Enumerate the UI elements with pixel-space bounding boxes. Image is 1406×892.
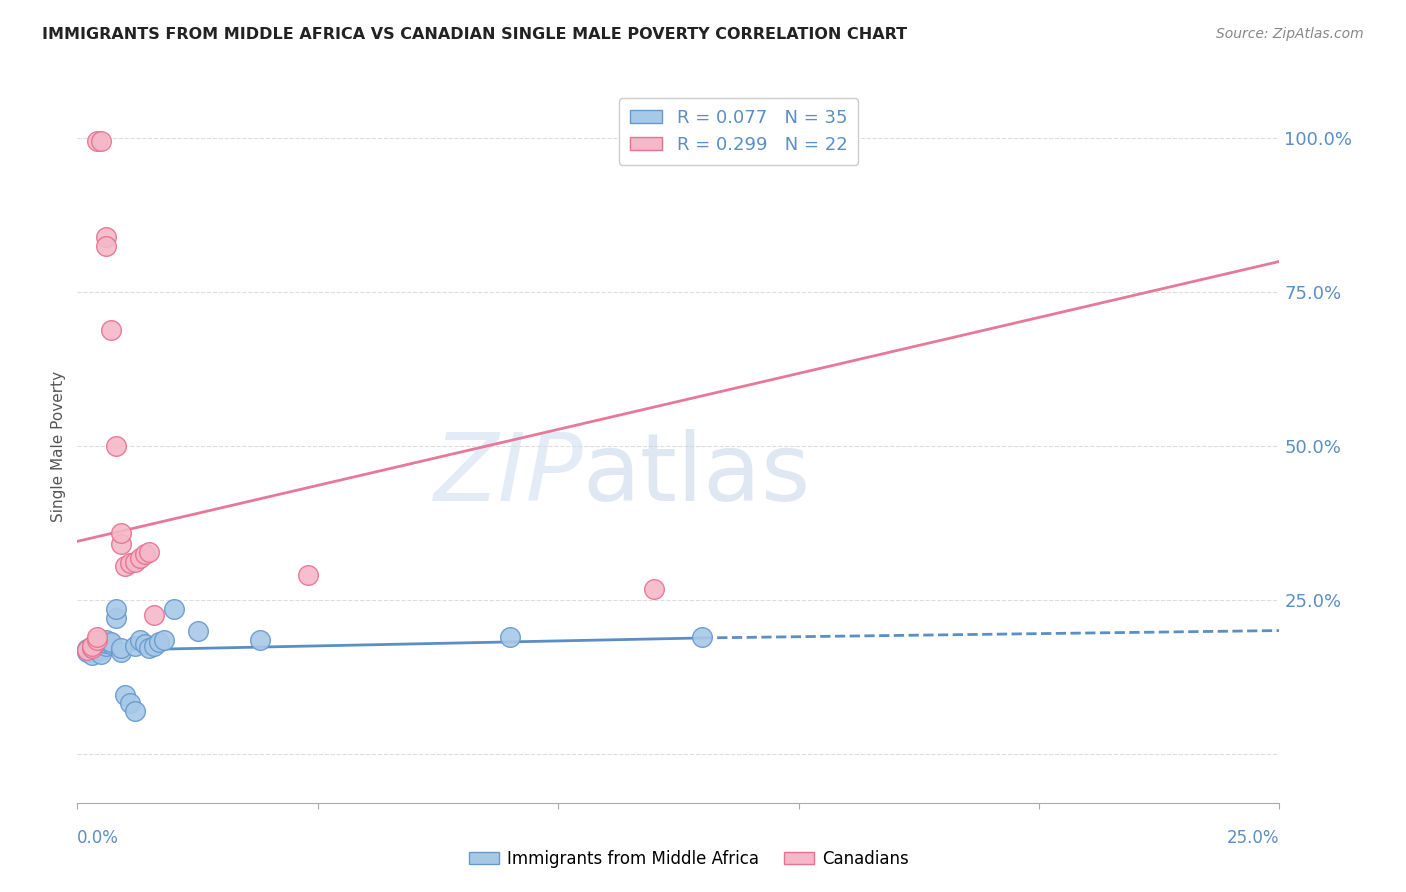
- Text: IMMIGRANTS FROM MIDDLE AFRICA VS CANADIAN SINGLE MALE POVERTY CORRELATION CHART: IMMIGRANTS FROM MIDDLE AFRICA VS CANADIA…: [42, 27, 907, 42]
- Point: [96, 230, 118, 244]
- Point: [80, 645, 103, 659]
- Point: [643, 582, 665, 596]
- Point: [128, 632, 150, 647]
- Point: [134, 637, 156, 651]
- Point: [138, 640, 160, 655]
- Point: [110, 526, 132, 541]
- Text: ZIP: ZIP: [433, 429, 582, 520]
- Point: [114, 688, 136, 702]
- Point: [76, 645, 98, 659]
- Text: 0.0%: 0.0%: [77, 829, 120, 847]
- Point: [90, 643, 112, 657]
- Point: [96, 239, 118, 253]
- Point: [148, 634, 170, 648]
- Point: [96, 632, 118, 647]
- Point: [100, 637, 122, 651]
- Point: [80, 640, 103, 655]
- Point: [86, 639, 108, 653]
- Point: [186, 624, 209, 638]
- Point: [96, 636, 118, 650]
- Point: [100, 323, 122, 337]
- Point: [86, 135, 108, 149]
- Y-axis label: Single Male Poverty: Single Male Poverty: [51, 370, 66, 522]
- Legend: Immigrants from Middle Africa, Canadians: Immigrants from Middle Africa, Canadians: [463, 844, 915, 875]
- Point: [162, 602, 184, 616]
- Point: [143, 608, 166, 623]
- Text: Source: ZipAtlas.com: Source: ZipAtlas.com: [1216, 27, 1364, 41]
- Point: [124, 555, 146, 569]
- Point: [128, 551, 150, 566]
- Legend: R = 0.077   N = 35, R = 0.299   N = 22: R = 0.077 N = 35, R = 0.299 N = 22: [619, 98, 858, 165]
- Point: [80, 648, 103, 662]
- Point: [90, 636, 112, 650]
- Point: [138, 545, 160, 559]
- Point: [104, 611, 127, 625]
- Point: [110, 537, 132, 551]
- Text: 25.0%: 25.0%: [1227, 829, 1279, 847]
- Point: [100, 634, 122, 648]
- Point: [90, 135, 112, 149]
- Point: [76, 642, 98, 657]
- Point: [692, 630, 714, 644]
- Point: [86, 632, 108, 647]
- Point: [297, 568, 319, 582]
- Point: [104, 602, 127, 616]
- Point: [90, 647, 112, 661]
- Point: [143, 639, 166, 653]
- Point: [120, 696, 142, 710]
- Point: [124, 639, 146, 653]
- Point: [120, 556, 142, 570]
- Point: [249, 632, 271, 647]
- Point: [124, 704, 146, 718]
- Text: atlas: atlas: [582, 428, 810, 521]
- Point: [86, 643, 108, 657]
- Point: [96, 639, 118, 653]
- Point: [114, 558, 136, 573]
- Point: [76, 643, 98, 657]
- Point: [86, 642, 108, 657]
- Point: [499, 630, 522, 644]
- Point: [86, 630, 108, 644]
- Point: [104, 439, 127, 453]
- Point: [134, 547, 156, 561]
- Point: [110, 645, 132, 659]
- Point: [153, 632, 176, 647]
- Point: [80, 639, 103, 653]
- Point: [80, 639, 103, 653]
- Point: [110, 640, 132, 655]
